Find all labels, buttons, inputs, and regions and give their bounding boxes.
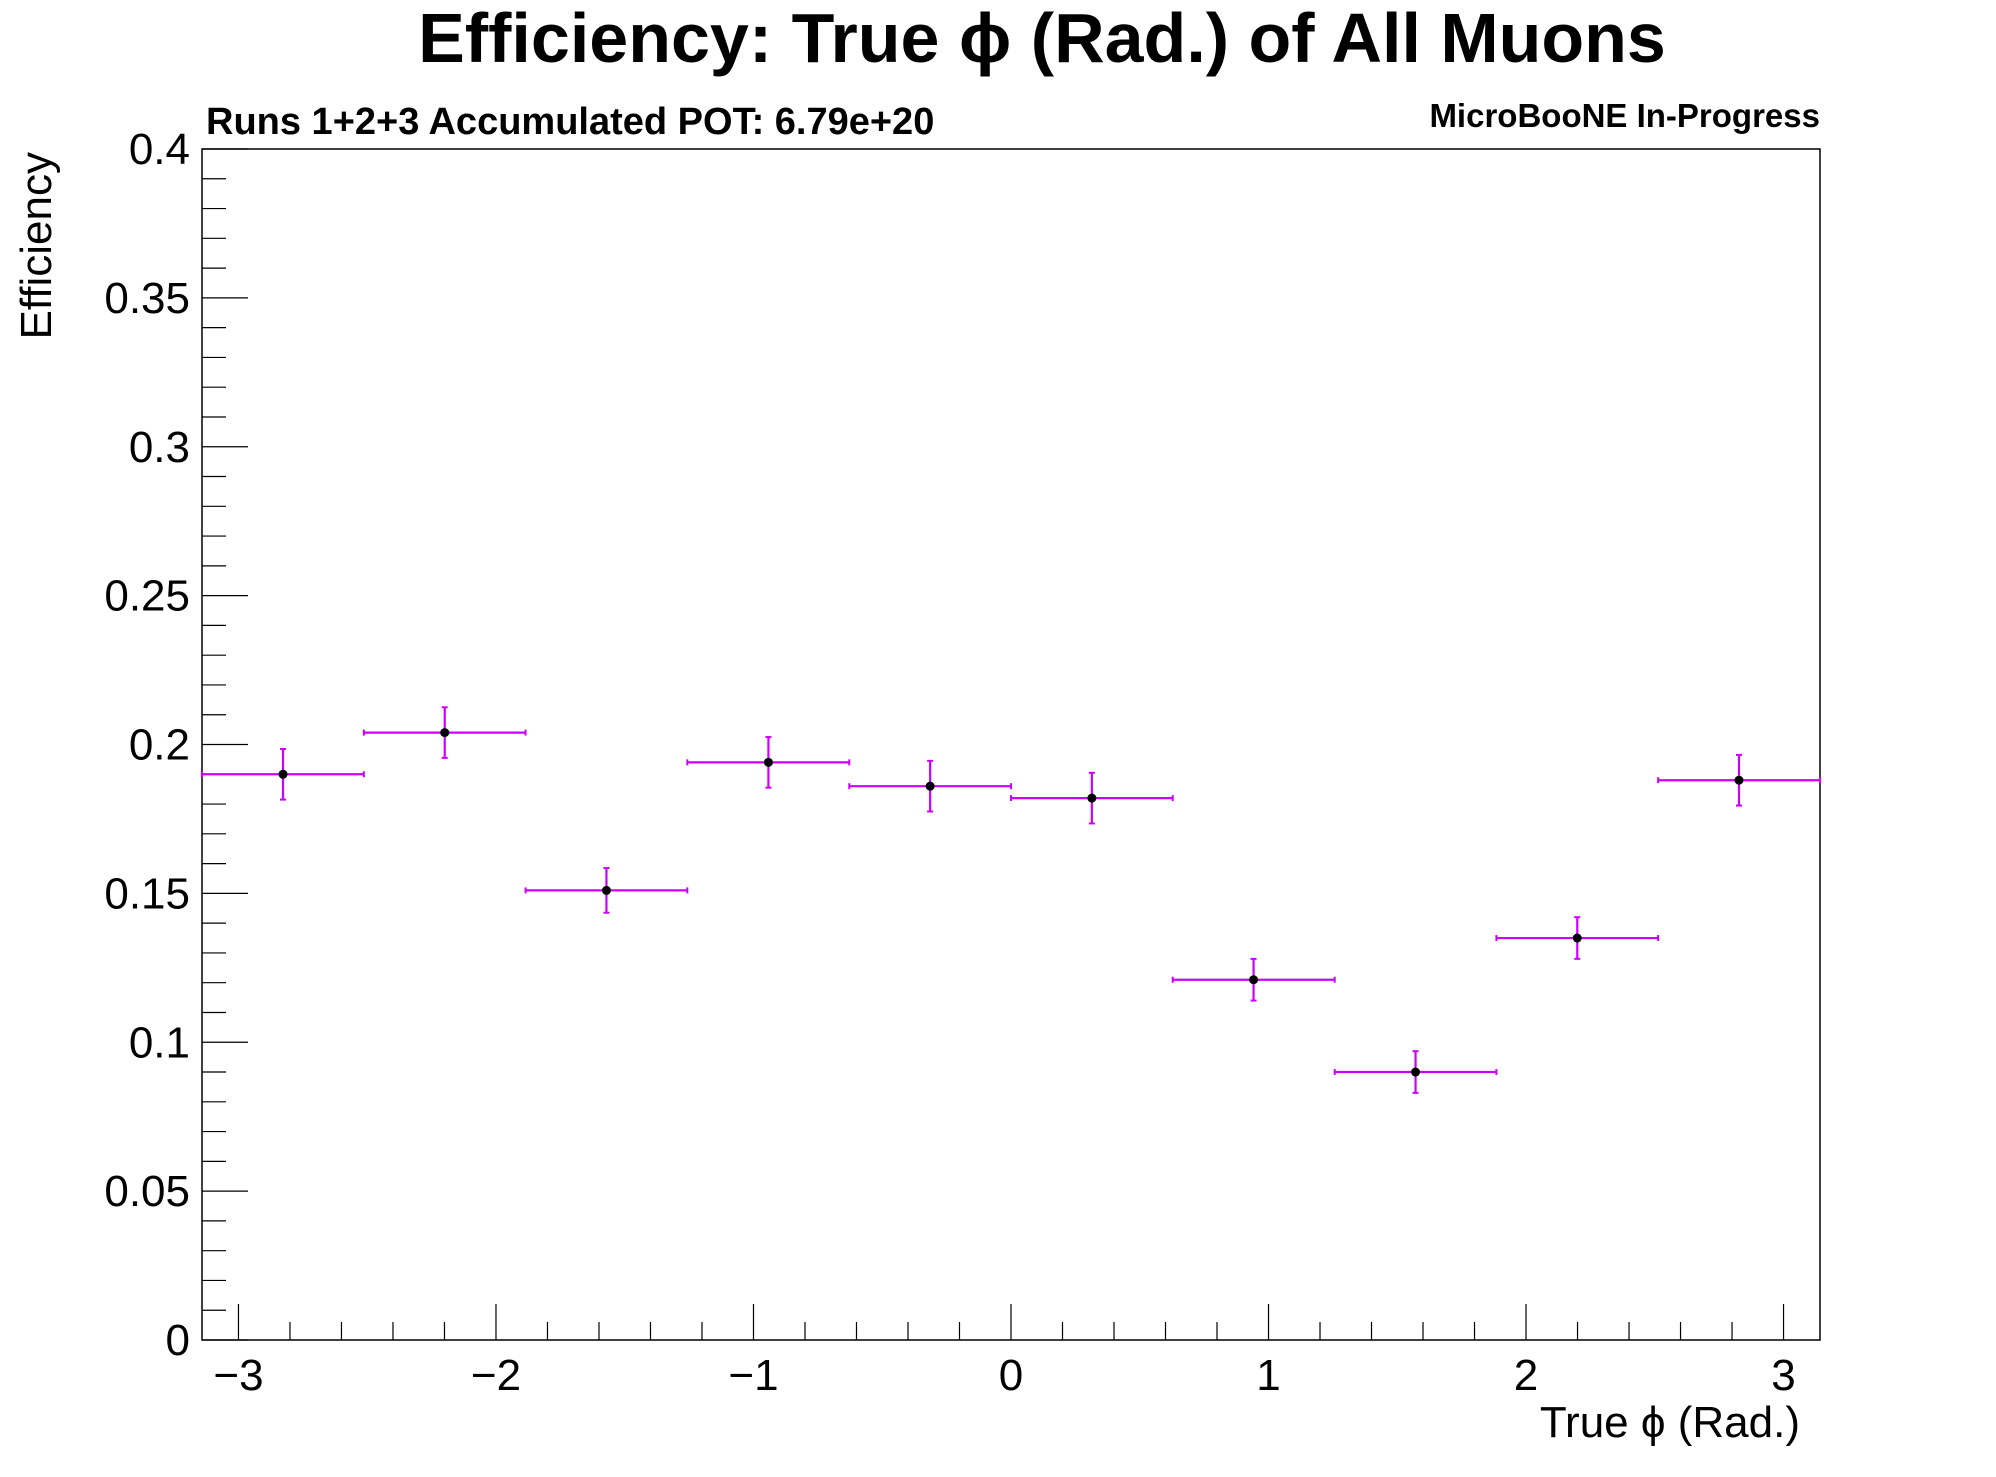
data-point xyxy=(1572,933,1582,943)
y-tick-label: 0 xyxy=(166,1316,190,1365)
y-tick-label: 0.15 xyxy=(104,869,190,918)
data-point xyxy=(925,781,935,791)
data-point xyxy=(601,885,611,895)
axes-layer: 0 0.05 0.1 0.15 0.2 0.25 0.3 0.35 0.4 −3 −2 −1 0 1 2 3 xyxy=(104,125,1795,1400)
data-point xyxy=(1734,775,1744,785)
experiment-tag: MicroBooNE In-Progress xyxy=(1429,97,1820,134)
chart-title: Efficiency: True ϕ (Rad.) of All Muons xyxy=(418,0,1666,77)
y-tick-label: 0.25 xyxy=(104,572,190,621)
data-point xyxy=(440,728,450,738)
data-layer xyxy=(200,706,1822,1094)
y-tick-label: 0.05 xyxy=(104,1167,190,1216)
chart-subtitle: Runs 1+2+3 Accumulated POT: 6.79e+20 xyxy=(206,101,934,143)
data-point xyxy=(278,769,288,779)
x-tick-label: −1 xyxy=(728,1351,778,1400)
x-tick-label: 2 xyxy=(1514,1351,1538,1400)
data-point xyxy=(1411,1067,1421,1077)
x-axis-title: True ϕ (Rad.) xyxy=(1540,1398,1800,1447)
y-tick-label: 0.3 xyxy=(129,423,190,472)
data-point xyxy=(1249,975,1259,985)
x-tick-label: 1 xyxy=(1256,1351,1280,1400)
y-tick-label: 0.2 xyxy=(129,721,190,770)
y-tick-label: 0.4 xyxy=(129,125,190,174)
data-point xyxy=(1087,793,1097,803)
x-tick-label: 0 xyxy=(999,1351,1023,1400)
y-tick-label: 0.35 xyxy=(104,274,190,323)
x-tick-label: −2 xyxy=(471,1351,521,1400)
x-tick-label: 3 xyxy=(1771,1351,1795,1400)
y-axis-title: Efficiency xyxy=(12,152,61,340)
x-tick-label: −3 xyxy=(213,1351,263,1400)
y-tick-label: 0.1 xyxy=(129,1018,190,1067)
data-point xyxy=(763,757,773,767)
